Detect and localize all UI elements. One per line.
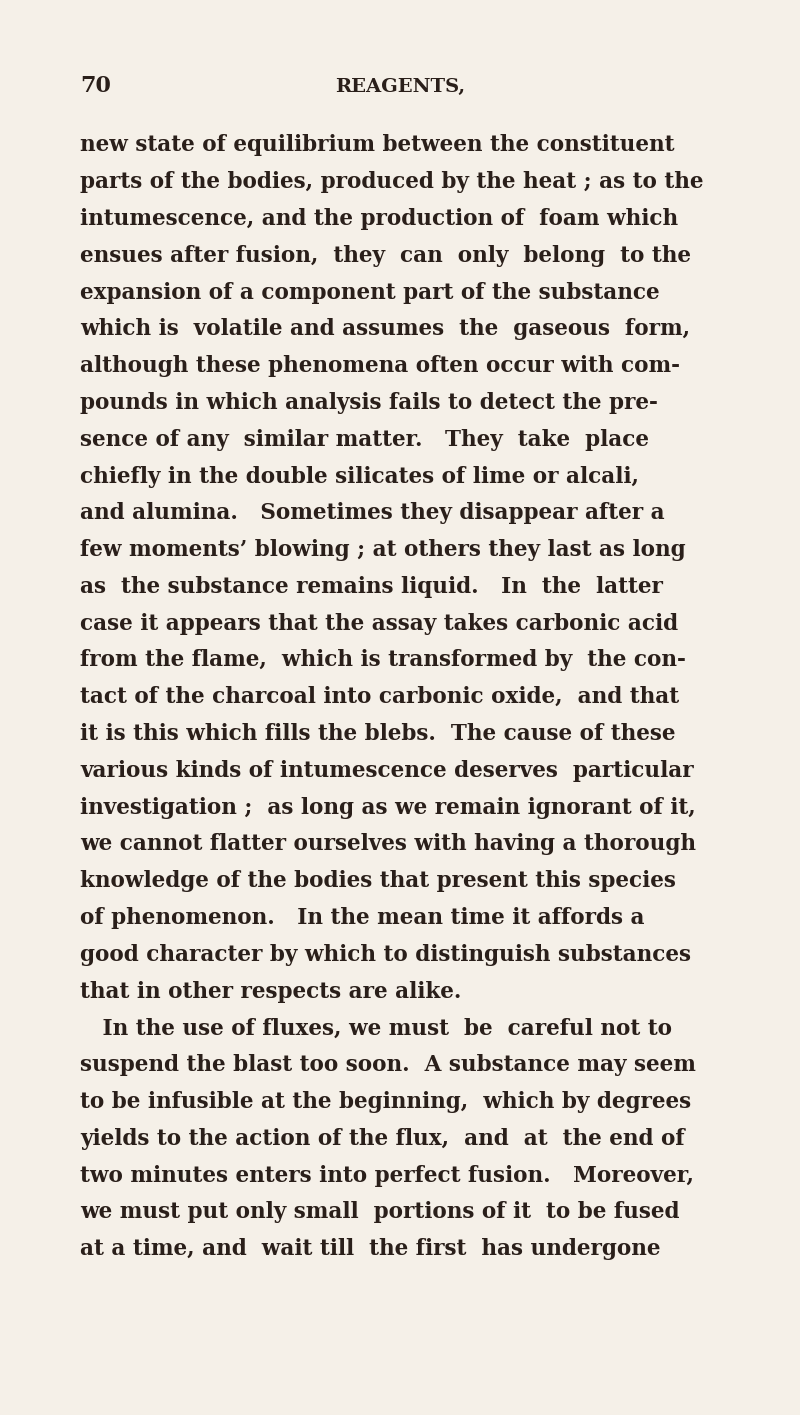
Text: expansion of a component part of the substance: expansion of a component part of the sub…: [80, 282, 660, 304]
Text: new state of equilibrium between the constituent: new state of equilibrium between the con…: [80, 134, 674, 157]
Text: we cannot flatter ourselves with having a thorough: we cannot flatter ourselves with having …: [80, 833, 696, 856]
Text: and alumina.   Sometimes they disappear after a: and alumina. Sometimes they disappear af…: [80, 502, 665, 525]
Text: ensues after fusion,  they  can  only  belong  to the: ensues after fusion, they can only belon…: [80, 245, 691, 267]
Text: which is  volatile and assumes  the  gaseous  form,: which is volatile and assumes the gaseou…: [80, 318, 690, 341]
Text: various kinds of intumescence deserves  particular: various kinds of intumescence deserves p…: [80, 760, 694, 782]
Text: two minutes enters into perfect fusion.   Moreover,: two minutes enters into perfect fusion. …: [80, 1165, 694, 1187]
Text: it is this which fills the blebs.  The cause of these: it is this which fills the blebs. The ca…: [80, 723, 675, 746]
Text: In the use of fluxes, we must  be  careful not to: In the use of fluxes, we must be careful…: [80, 1017, 672, 1040]
Text: intumescence, and the production of  foam which: intumescence, and the production of foam…: [80, 208, 678, 231]
Text: REAGENTS,: REAGENTS,: [335, 78, 465, 96]
Text: knowledge of the bodies that present this species: knowledge of the bodies that present thi…: [80, 870, 676, 893]
Text: parts of the bodies, produced by the heat ; as to the: parts of the bodies, produced by the hea…: [80, 171, 703, 194]
Text: sence of any  similar matter.   They  take  place: sence of any similar matter. They take p…: [80, 429, 649, 451]
Text: that in other respects are alike.: that in other respects are alike.: [80, 981, 462, 1003]
Text: we must put only small  portions of it  to be fused: we must put only small portions of it to…: [80, 1201, 679, 1224]
Text: to be infusible at the beginning,  which by degrees: to be infusible at the beginning, which …: [80, 1091, 691, 1114]
Text: as  the substance remains liquid.   In  the  latter: as the substance remains liquid. In the …: [80, 576, 663, 599]
Text: chiefly in the double silicates of lime or alcali,: chiefly in the double silicates of lime …: [80, 466, 639, 488]
Text: of phenomenon.   In the mean time it affords a: of phenomenon. In the mean time it affor…: [80, 907, 645, 930]
Text: at a time, and  wait till  the first  has undergone: at a time, and wait till the first has u…: [80, 1238, 661, 1261]
Text: tact of the charcoal into carbonic oxide,  and that: tact of the charcoal into carbonic oxide…: [80, 686, 679, 709]
Text: from the flame,  which is transformed by  the con-: from the flame, which is transformed by …: [80, 649, 686, 672]
Text: few moments’ blowing ; at others they last as long: few moments’ blowing ; at others they la…: [80, 539, 686, 562]
Text: yields to the action of the flux,  and  at  the end of: yields to the action of the flux, and at…: [80, 1128, 685, 1150]
Text: good character by which to distinguish substances: good character by which to distinguish s…: [80, 944, 691, 966]
Text: 70: 70: [80, 75, 111, 98]
Text: case it appears that the assay takes carbonic acid: case it appears that the assay takes car…: [80, 613, 678, 635]
Text: pounds in which analysis fails to detect the pre-: pounds in which analysis fails to detect…: [80, 392, 658, 415]
Text: although these phenomena often occur with com-: although these phenomena often occur wit…: [80, 355, 680, 378]
Text: investigation ;  as long as we remain ignorant of it,: investigation ; as long as we remain ign…: [80, 797, 696, 819]
Text: suspend the blast too soon.  A substance may seem: suspend the blast too soon. A substance …: [80, 1054, 696, 1077]
